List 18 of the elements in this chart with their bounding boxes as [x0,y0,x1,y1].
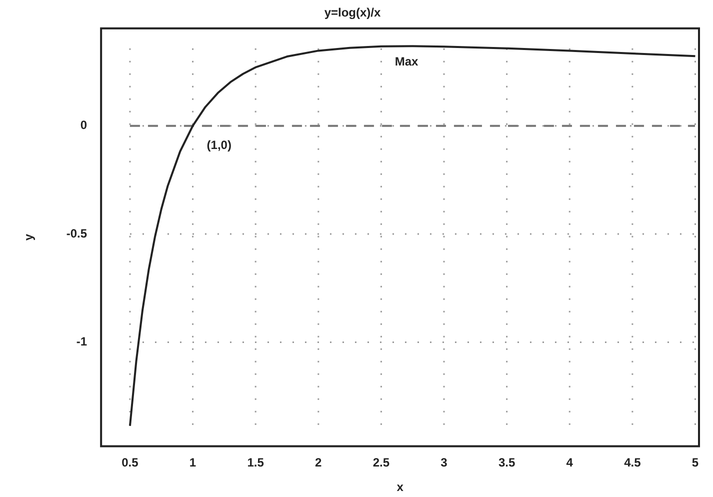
x-tick-label: 2.5 [372,456,390,470]
x-tick-label: 5 [692,456,699,470]
x-axis-title: x [396,480,404,494]
x-tick-label: 1 [189,456,196,470]
x-tick-label: 0.5 [122,456,139,470]
x-tick-label: 2 [315,456,322,470]
annotation: (1,0) [206,138,232,152]
annotation: Max [394,54,418,68]
x-tick-label: 1.5 [247,456,264,470]
y-axis-title: y [22,234,36,241]
x-tick-label: 3 [440,456,448,470]
y-tick-label: 0 [80,118,88,132]
y-tick-label: -0.5 [66,226,88,240]
y-tick-label: -1 [76,334,88,349]
x-tick-label: 4.5 [624,456,642,470]
x-tick-label: 4 [566,456,574,470]
x-tick-label: 3.5 [498,456,516,470]
chart-title: y=log(x)/x [324,6,381,20]
